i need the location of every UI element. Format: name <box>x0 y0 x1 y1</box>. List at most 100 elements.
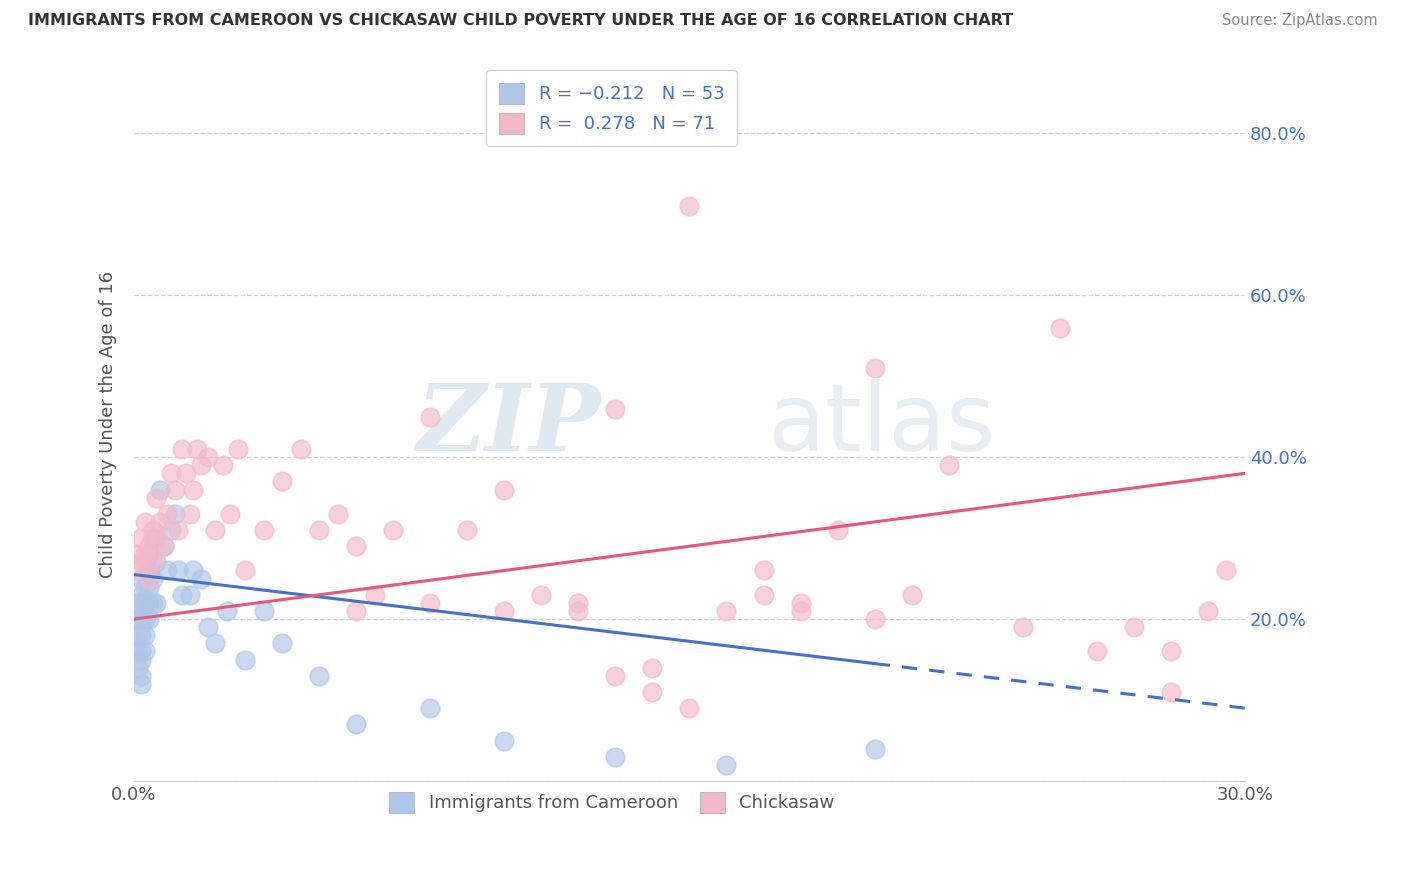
Point <box>134 628 156 642</box>
Point <box>131 669 153 683</box>
Point <box>605 669 627 683</box>
Point <box>938 458 960 473</box>
Point <box>253 523 276 537</box>
Point <box>494 733 516 747</box>
Point <box>141 555 163 569</box>
Point <box>131 652 153 666</box>
Point <box>160 467 183 481</box>
Point <box>641 660 664 674</box>
Text: ZIP: ZIP <box>416 380 600 470</box>
Point <box>131 604 153 618</box>
Point <box>1197 604 1219 618</box>
Point <box>1011 620 1033 634</box>
Point <box>344 717 367 731</box>
Point <box>152 539 174 553</box>
Point <box>134 612 156 626</box>
Point <box>156 564 179 578</box>
Y-axis label: Child Poverty Under the Age of 16: Child Poverty Under the Age of 16 <box>100 271 117 578</box>
Point <box>1049 320 1071 334</box>
Point <box>152 539 174 553</box>
Point <box>789 604 811 618</box>
Point <box>716 757 738 772</box>
Point <box>179 588 201 602</box>
Point <box>197 450 219 464</box>
Point <box>419 596 441 610</box>
Point <box>141 531 163 545</box>
Text: Source: ZipAtlas.com: Source: ZipAtlas.com <box>1222 13 1378 29</box>
Point <box>215 604 238 618</box>
Point <box>134 644 156 658</box>
Point <box>863 612 886 626</box>
Point <box>290 442 312 456</box>
Point <box>131 677 153 691</box>
Point <box>131 588 153 602</box>
Point <box>226 442 249 456</box>
Point <box>127 547 149 561</box>
Point <box>326 507 349 521</box>
Point <box>186 442 208 456</box>
Point <box>752 588 775 602</box>
Point <box>678 701 700 715</box>
Point <box>172 588 194 602</box>
Point <box>141 523 163 537</box>
Point <box>190 458 212 473</box>
Point <box>138 612 160 626</box>
Point <box>1215 564 1237 578</box>
Point <box>127 612 149 626</box>
Text: atlas: atlas <box>768 379 995 471</box>
Point <box>138 564 160 578</box>
Point <box>134 596 156 610</box>
Point <box>163 483 186 497</box>
Point <box>156 507 179 521</box>
Point <box>716 604 738 618</box>
Point <box>253 604 276 618</box>
Point <box>181 483 204 497</box>
Point <box>1122 620 1144 634</box>
Point <box>308 669 330 683</box>
Legend: Immigrants from Cameroon, Chickasaw: Immigrants from Cameroon, Chickasaw <box>377 780 848 825</box>
Point <box>141 596 163 610</box>
Point <box>308 523 330 537</box>
Point <box>127 628 149 642</box>
Point <box>131 612 153 626</box>
Point <box>127 644 149 658</box>
Point <box>179 507 201 521</box>
Point <box>145 491 167 505</box>
Point <box>174 467 197 481</box>
Point <box>190 572 212 586</box>
Point <box>900 588 922 602</box>
Point <box>138 572 160 586</box>
Point <box>204 636 226 650</box>
Point <box>127 660 149 674</box>
Point <box>138 580 160 594</box>
Point <box>131 628 153 642</box>
Point <box>271 636 294 650</box>
Point <box>138 539 160 553</box>
Point <box>494 483 516 497</box>
Point <box>204 523 226 537</box>
Point <box>567 604 589 618</box>
Point <box>641 685 664 699</box>
Point <box>141 572 163 586</box>
Point <box>233 652 256 666</box>
Point <box>789 596 811 610</box>
Text: IMMIGRANTS FROM CAMEROON VS CHICKASAW CHILD POVERTY UNDER THE AGE OF 16 CORRELAT: IMMIGRANTS FROM CAMEROON VS CHICKASAW CH… <box>28 13 1014 29</box>
Point <box>134 555 156 569</box>
Point <box>271 475 294 489</box>
Point <box>752 564 775 578</box>
Point <box>1160 685 1182 699</box>
Point <box>827 523 849 537</box>
Point <box>134 580 156 594</box>
Point <box>419 701 441 715</box>
Point <box>138 547 160 561</box>
Point <box>149 515 172 529</box>
Point <box>127 596 149 610</box>
Point <box>1085 644 1108 658</box>
Point <box>167 523 190 537</box>
Point <box>219 507 242 521</box>
Point <box>863 741 886 756</box>
Point <box>212 458 235 473</box>
Point <box>419 409 441 424</box>
Point <box>131 555 153 569</box>
Point <box>197 620 219 634</box>
